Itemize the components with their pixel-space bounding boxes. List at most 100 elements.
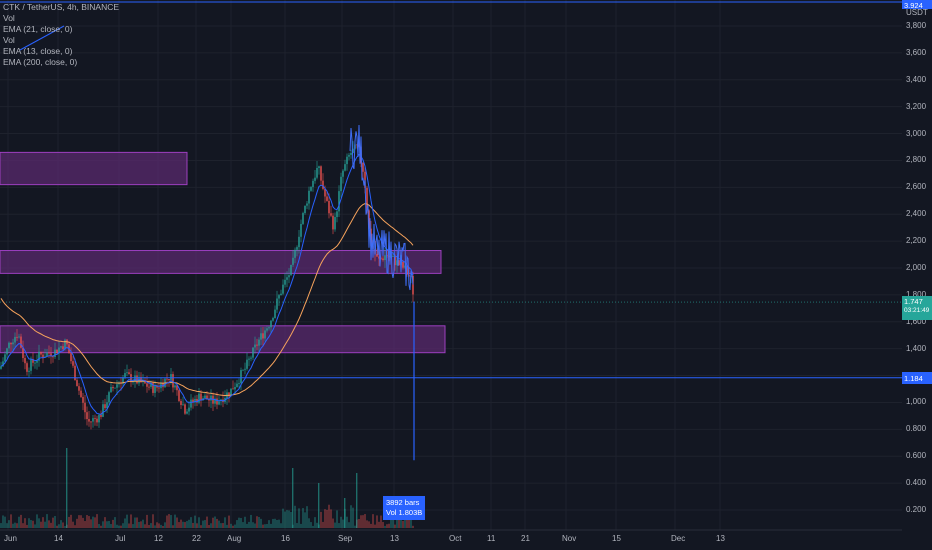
volume-bar bbox=[312, 525, 314, 528]
candle-body bbox=[166, 378, 168, 380]
volume-bar bbox=[330, 509, 332, 528]
candle-body bbox=[378, 256, 380, 259]
legend-vol[interactable]: Vol bbox=[3, 13, 15, 23]
volume-bar bbox=[168, 514, 170, 528]
price-overlay-line bbox=[349, 124, 414, 291]
candle-body bbox=[112, 387, 114, 389]
candle-body bbox=[170, 374, 172, 381]
candle-body bbox=[14, 336, 16, 343]
candle-body bbox=[362, 162, 364, 172]
candle-body bbox=[36, 360, 38, 363]
volume-bar bbox=[348, 522, 350, 528]
volume-bar bbox=[386, 524, 388, 528]
legend-vol-2[interactable]: Vol bbox=[3, 35, 15, 45]
volume-bar bbox=[40, 521, 42, 528]
volume-bar bbox=[24, 518, 26, 528]
candle-body bbox=[320, 166, 322, 181]
volume-bars bbox=[0, 448, 414, 528]
volume-bar bbox=[106, 521, 108, 528]
candle-body bbox=[384, 255, 386, 261]
candle-body bbox=[334, 217, 336, 230]
volume-bar bbox=[6, 523, 8, 528]
volume-bar bbox=[252, 522, 254, 528]
volume-bar bbox=[170, 515, 172, 528]
volume-bar bbox=[124, 518, 126, 528]
volume-bar bbox=[210, 523, 212, 528]
volume-bar bbox=[376, 515, 378, 528]
candle-body bbox=[16, 336, 18, 338]
volume-bar bbox=[254, 523, 256, 528]
time-tick-label: 14 bbox=[54, 534, 63, 543]
volume-bar bbox=[188, 519, 190, 528]
volume-bar bbox=[96, 514, 98, 528]
candle-body bbox=[28, 370, 30, 372]
time-tick-label: Oct bbox=[449, 534, 462, 543]
volume-bar bbox=[76, 518, 78, 528]
candle-body bbox=[324, 188, 326, 197]
volume-bar bbox=[184, 522, 186, 528]
candle-body bbox=[328, 200, 330, 214]
volume-bar bbox=[384, 525, 386, 528]
candle-body bbox=[124, 373, 126, 378]
candle-body bbox=[150, 383, 152, 387]
volume-bar bbox=[10, 514, 12, 528]
candle-body bbox=[290, 264, 292, 276]
volume-bar bbox=[198, 517, 200, 528]
volume-bar bbox=[36, 514, 38, 528]
price-tick-label: 3,000 bbox=[906, 128, 927, 138]
candle-body bbox=[38, 351, 40, 361]
volume-bar bbox=[340, 516, 342, 528]
candle-body bbox=[20, 336, 22, 348]
legend-ema13[interactable]: EMA (13, close, 0) bbox=[3, 46, 73, 56]
candle-body bbox=[376, 253, 378, 257]
price-tick-label: 3,400 bbox=[906, 74, 927, 84]
candle-body bbox=[310, 187, 312, 191]
volume-bar bbox=[214, 516, 216, 528]
legend-symbol[interactable]: CTK / TetherUS, 4h, BINANCE bbox=[3, 2, 120, 12]
time-tick-label: Aug bbox=[227, 534, 242, 543]
chart-legend: CTK / TetherUS, 4h, BINANCE Vol EMA (21,… bbox=[3, 2, 119, 68]
volume-bar bbox=[402, 520, 404, 528]
candle-body bbox=[340, 176, 342, 192]
price-tick-label: 1,800 bbox=[906, 289, 927, 299]
candlestick-series bbox=[0, 138, 414, 430]
volume-bar bbox=[190, 517, 192, 528]
candle-body bbox=[260, 333, 262, 340]
volume-bar bbox=[8, 520, 10, 528]
legend-ema200[interactable]: EMA (200, close, 0) bbox=[3, 57, 78, 67]
candle-body bbox=[236, 383, 238, 388]
candle-body bbox=[278, 295, 280, 299]
volume-bar bbox=[30, 520, 32, 528]
candle-body bbox=[108, 392, 110, 403]
price-axis[interactable] bbox=[902, 0, 932, 530]
time-tick-label: 16 bbox=[281, 534, 290, 543]
time-tick-label: 21 bbox=[521, 534, 530, 543]
candle-body bbox=[98, 414, 100, 423]
candle-body bbox=[286, 277, 288, 280]
candle-body bbox=[294, 249, 296, 258]
candle-body bbox=[34, 362, 36, 364]
volume-bar bbox=[398, 514, 400, 528]
volume-bar bbox=[194, 515, 196, 528]
legend-ema21[interactable]: EMA (21, close, 0) bbox=[3, 24, 73, 34]
volume-bar bbox=[336, 510, 338, 528]
candle-body bbox=[104, 404, 106, 409]
candle-body bbox=[392, 256, 394, 258]
candle-body bbox=[90, 421, 92, 423]
price-tick-label: 3,800 bbox=[906, 21, 927, 30]
volume-bar bbox=[108, 520, 110, 528]
volume-bar bbox=[390, 518, 392, 528]
volume-bar bbox=[262, 524, 264, 528]
time-tick-label: 22 bbox=[192, 534, 201, 543]
candle-body bbox=[248, 358, 250, 360]
time-tick-label: Dec bbox=[671, 534, 686, 543]
candle-body bbox=[364, 171, 366, 188]
time-tick-label: 12 bbox=[154, 534, 163, 543]
candle-body bbox=[4, 354, 6, 362]
volume-bar bbox=[228, 515, 230, 528]
candle-body bbox=[352, 148, 354, 154]
candle-body bbox=[190, 399, 192, 408]
candle-body bbox=[198, 393, 200, 403]
candle-body bbox=[318, 166, 320, 168]
